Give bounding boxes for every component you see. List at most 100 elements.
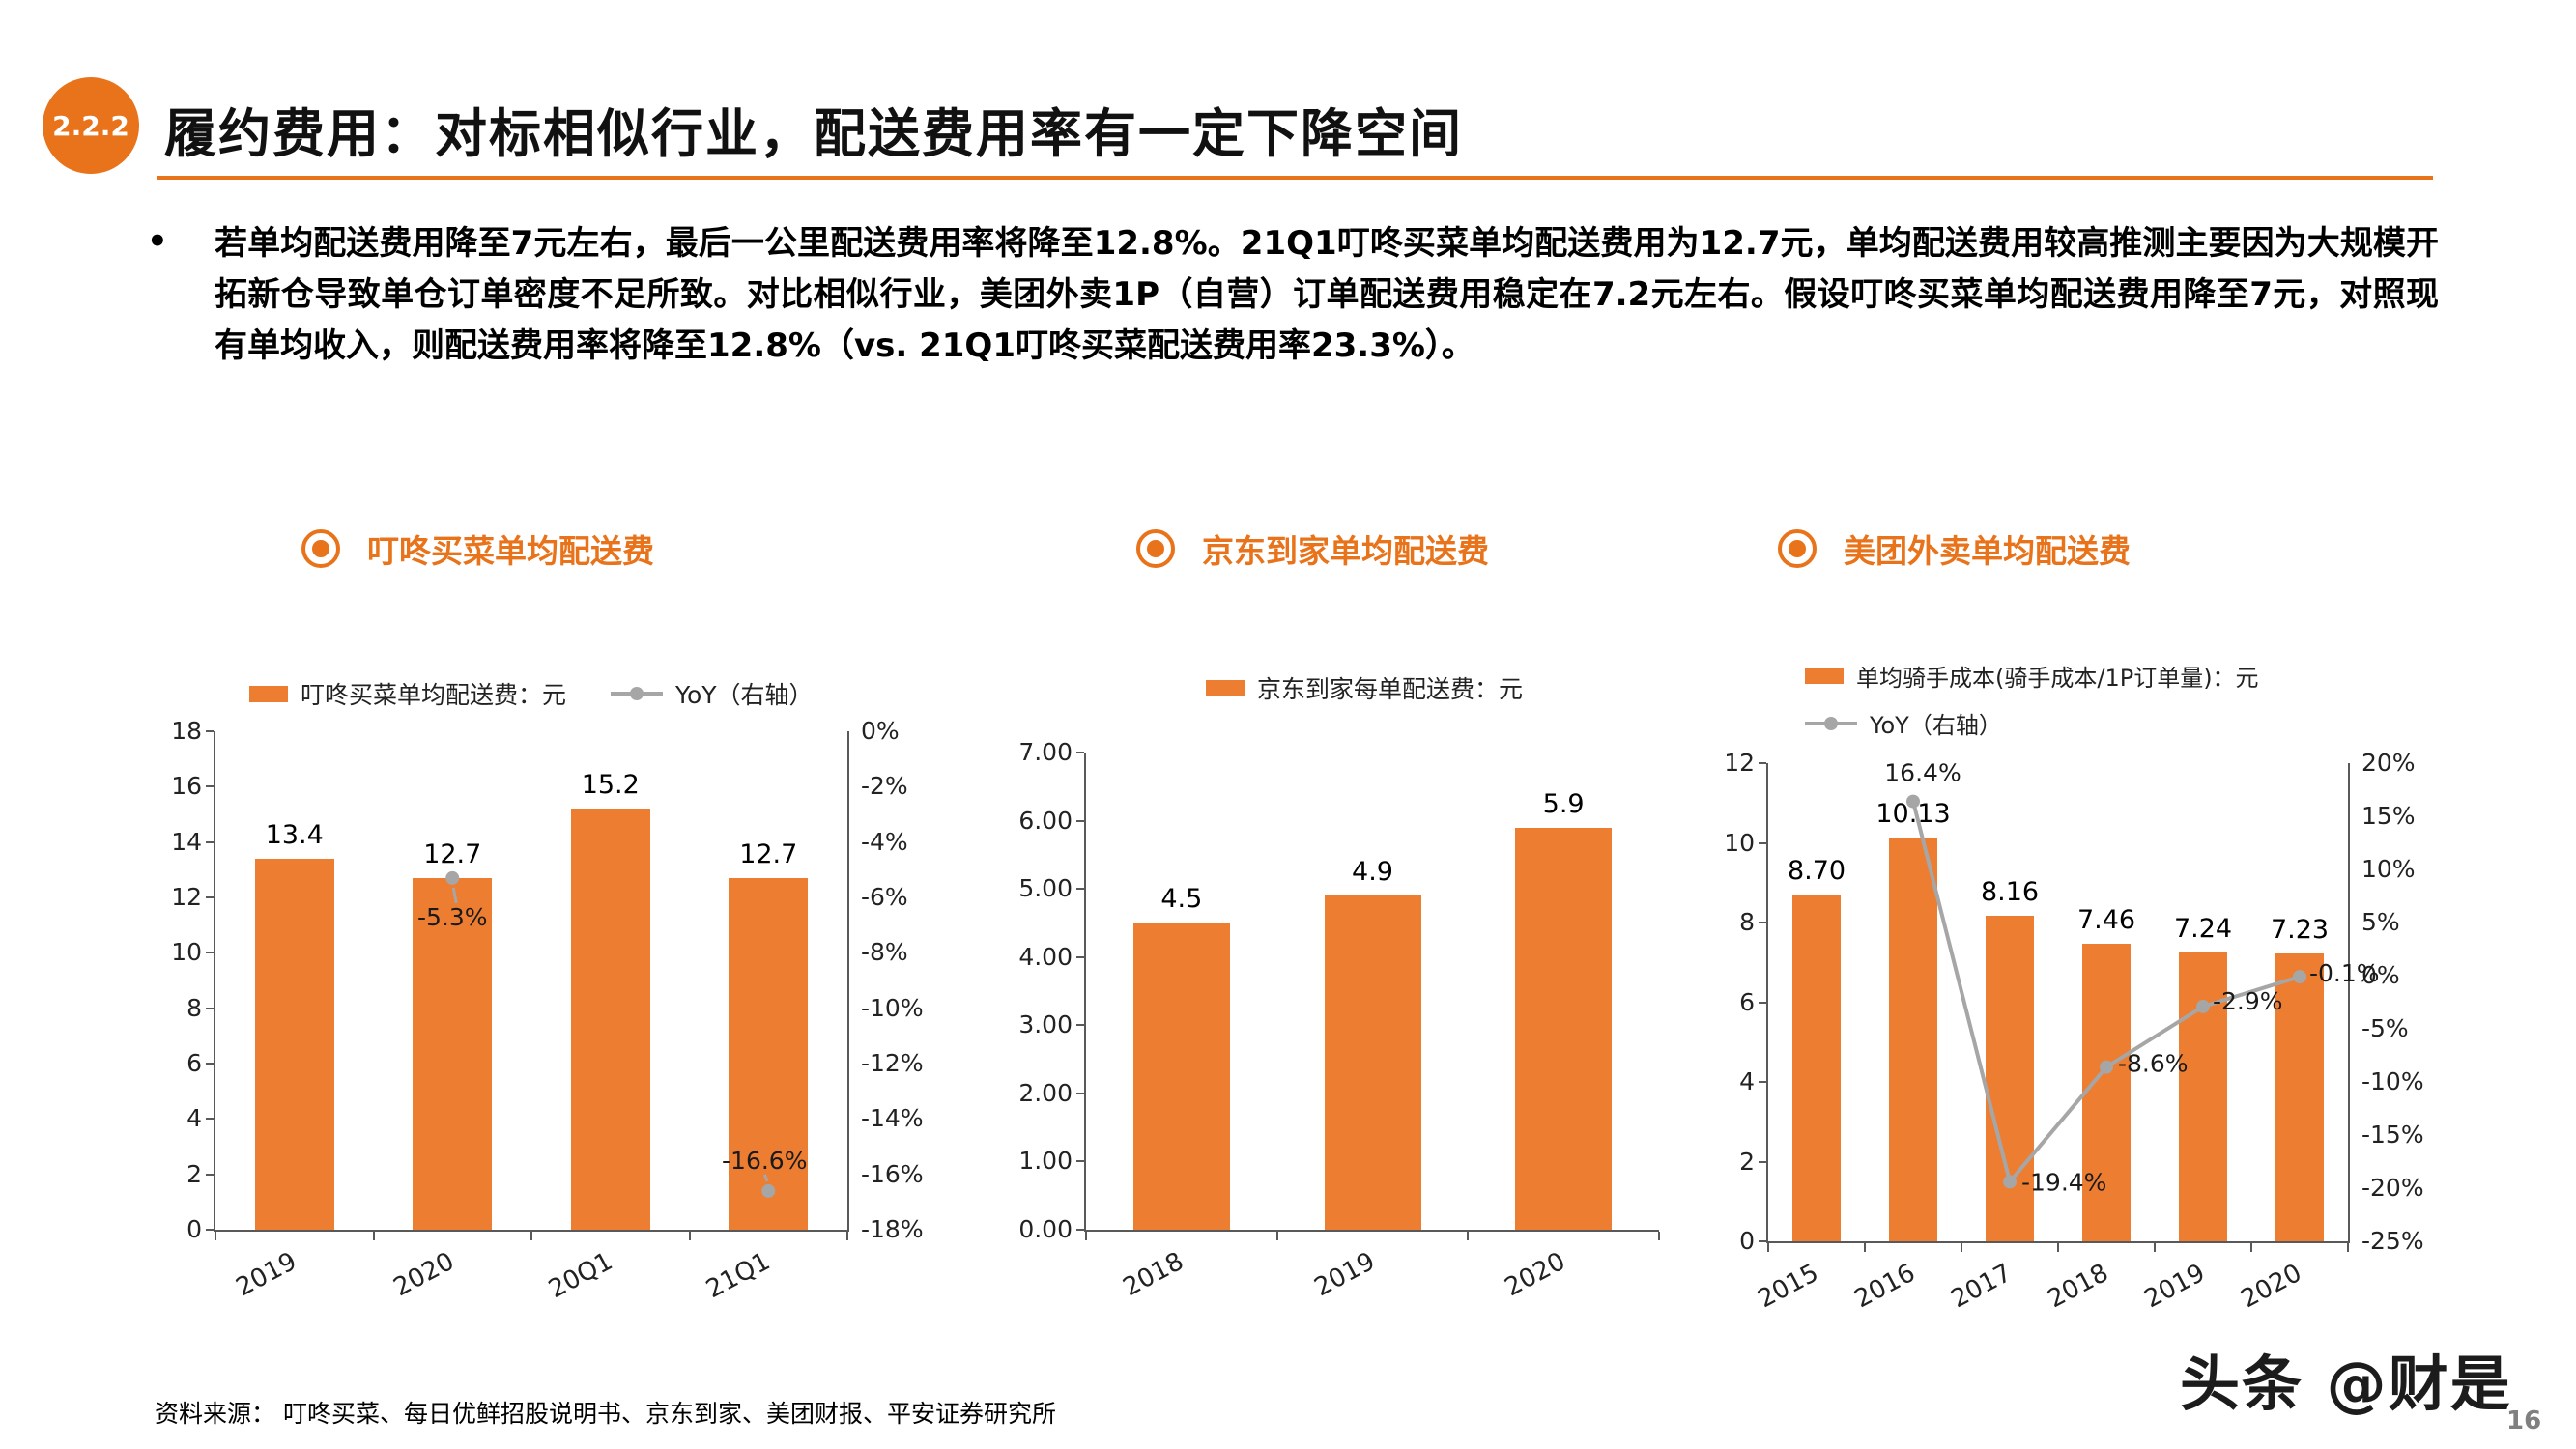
chart3-legend: 单均骑手成本(骑手成本/1P订单量)：元 YoY（右轴） — [1805, 659, 2259, 740]
y-axis-tick-label: 3.00 — [1018, 1010, 1073, 1039]
bar — [1515, 827, 1613, 1230]
x-axis-tickmark — [1864, 1243, 1866, 1252]
bar-value-label: 4.5 — [1160, 884, 1203, 915]
y-axis-tick-label: 10 — [171, 938, 202, 967]
bar-value-label: 15.2 — [581, 770, 640, 801]
bullseye-icon — [301, 529, 340, 568]
x-axis-tickmark — [688, 1232, 691, 1240]
page-title: 履约费用：对标相似行业，配送费用率有一定下降空间 — [164, 102, 1463, 164]
x-axis-category-label: 2020 — [1500, 1246, 1571, 1303]
y-axis-tickmark — [1076, 1229, 1084, 1231]
y-axis-tick-label: 6 — [186, 1049, 202, 1077]
x-axis-tickmark — [2154, 1243, 2156, 1252]
yoy-marker — [2196, 999, 2210, 1013]
y2-axis-tick-label: 15% — [2361, 802, 2416, 830]
x-axis-tickmark — [372, 1232, 375, 1240]
y2-axis-tick-label: 0% — [861, 717, 900, 745]
watermark: 头条 @财是 — [2180, 1349, 2512, 1419]
bar-swatch-icon — [249, 685, 288, 702]
y2-axis-tick-label: -25% — [2361, 1227, 2424, 1255]
bar — [1324, 895, 1421, 1230]
y2-axis-tick-label: -20% — [2361, 1174, 2424, 1202]
y-axis-tickmark — [206, 730, 214, 732]
y-axis-tick-label: 8 — [186, 993, 202, 1022]
x-axis-tickmark — [1961, 1243, 1962, 1252]
y-axis-tickmark — [1076, 955, 1084, 958]
y-axis-tick-label: 7.00 — [1018, 738, 1073, 766]
y-axis-tickmark — [206, 1063, 214, 1065]
bar-value-label: 7.23 — [2270, 914, 2330, 945]
chart1-legend: 叮咚买菜单均配送费：元 YoY（右轴） — [249, 676, 814, 711]
summary-text: 若单均配送费用降至7元左右，最后一公里配送费用率将降至12.8%。21Q1叮咚买… — [215, 224, 2439, 366]
x-axis-tickmark — [1275, 1232, 1278, 1240]
y-axis-tickmark — [206, 1229, 214, 1231]
y2-axis-tick-label: -10% — [2361, 1067, 2424, 1095]
bar-value-label: 5.9 — [1542, 788, 1585, 819]
x-axis-tickmark — [2347, 1243, 2349, 1252]
yoy-line-layer: 16.4% -19.4% -8.6% -2.9% -0.1% — [1884, 759, 2379, 1197]
yoy-marker — [2100, 1060, 2113, 1074]
y2-axis-tick-label: -6% — [861, 883, 908, 911]
y-axis-tick-label: 12 — [171, 883, 202, 911]
legend-item: 京东到家每单配送费：元 — [1206, 670, 1523, 705]
y2-axis-tick-label: -8% — [861, 938, 908, 967]
y-axis-tick-label: 4 — [186, 1104, 202, 1133]
yoy-value-label: -8.6% — [2118, 1050, 2189, 1078]
bar — [413, 877, 493, 1230]
line-swatch-icon — [1805, 721, 1857, 725]
chart3-header: 美团外卖单均配送费 — [1778, 526, 2131, 572]
y-axis-tickmark — [1759, 1240, 1766, 1242]
x-axis-tickmark — [215, 1232, 216, 1240]
y2-axis-tick-label: 10% — [2361, 855, 2416, 883]
y-axis-tick-label: 2 — [1739, 1147, 1755, 1176]
y2-axis-tick-label: -10% — [861, 993, 924, 1022]
bar-value-label: 13.4 — [265, 819, 324, 850]
x-axis-tickmark — [1767, 1243, 1769, 1252]
bar — [729, 877, 809, 1230]
bar-swatch-icon — [1206, 679, 1245, 696]
legend-item: 单均骑手成本(骑手成本/1P订单量)：元 — [1805, 659, 2259, 693]
y-axis-tick-label: 8 — [1739, 908, 1755, 936]
y-axis-tickmark — [1759, 1081, 1766, 1083]
y-axis-tickmark — [1076, 1160, 1084, 1163]
chart3-title: 美团外卖单均配送费 — [1844, 532, 2131, 570]
bar — [1792, 895, 1841, 1241]
y-axis-tick-label: 4 — [1739, 1067, 1755, 1095]
chart2-legend: 京东到家每单配送费：元 — [1206, 670, 1523, 705]
yoy-value-label: -2.9% — [2213, 987, 2283, 1015]
x-axis-tickmark — [2057, 1243, 2059, 1252]
yoy-value-label: 16.4% — [1884, 759, 1961, 787]
y-axis-tick-label: 2.00 — [1018, 1078, 1073, 1107]
y2-axis-tick-label: -4% — [861, 827, 908, 856]
y-axis-tickmark — [1759, 922, 1766, 923]
section-number-badge: 2.2.2 — [43, 77, 139, 174]
y2-axis-tick-label: -15% — [2361, 1121, 2424, 1149]
bar — [1889, 838, 1937, 1241]
yoy-value-label: -0.1% — [2309, 959, 2380, 987]
bar — [2275, 952, 2324, 1241]
y-axis-tickmark — [1076, 1024, 1084, 1027]
x-axis-tickmark — [1085, 1232, 1087, 1240]
yoy-line-layer: -5.3% -16.6% — [417, 870, 807, 1198]
chart1-header: 叮咚买菜单均配送费 — [301, 526, 654, 572]
yoy-value-label: -5.3% — [417, 903, 488, 931]
y2-axis-tick-label: -14% — [861, 1104, 924, 1133]
chart1-title: 叮咚买菜单均配送费 — [367, 532, 654, 570]
y2-axis-tick-label: 5% — [2361, 908, 2400, 936]
y-axis-tickmark — [1759, 762, 1766, 764]
yoy-value-label: -16.6% — [722, 1147, 807, 1175]
x-axis-category-label: 2018 — [1118, 1246, 1188, 1303]
bar — [570, 809, 650, 1230]
x-axis-category-label: 2019 — [1309, 1246, 1380, 1303]
yoy-marker — [1906, 794, 1920, 809]
y2-axis-tick-label: 0% — [2361, 961, 2400, 989]
x-axis-tickmark — [530, 1232, 532, 1240]
y-axis-tick-label: 2 — [186, 1159, 202, 1188]
legend-label: 京东到家每单配送费：元 — [1257, 675, 1524, 703]
yoy-marker — [2293, 970, 2306, 984]
y-axis-tickmark — [206, 1173, 214, 1176]
y-axis-tickmark — [1076, 819, 1084, 822]
bar-value-label: 12.7 — [739, 838, 798, 869]
legend-item: 叮咚买菜单均配送费：元 — [249, 676, 566, 711]
